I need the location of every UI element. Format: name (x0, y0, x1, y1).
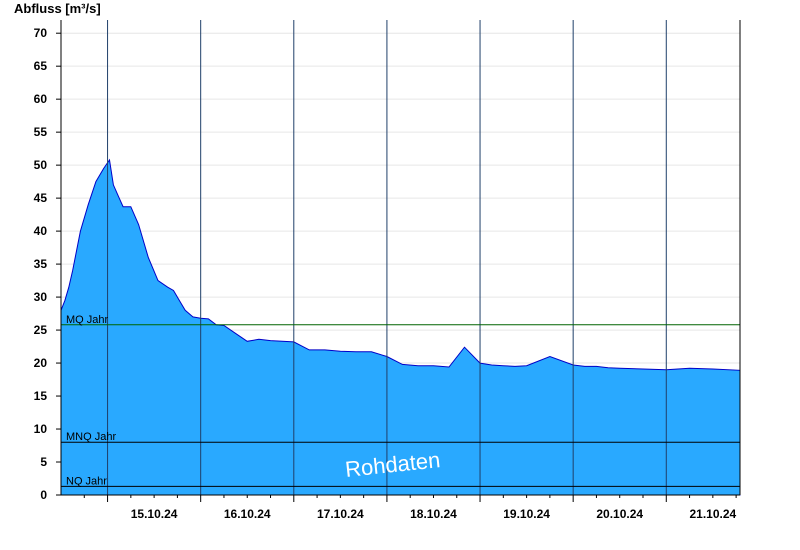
y-axis-label: Abfluss [m³/s] (14, 1, 101, 16)
y-tick-label: 25 (34, 323, 48, 337)
y-tick-label: 35 (34, 257, 48, 271)
y-tick-label: 45 (34, 191, 48, 205)
x-tick-label: 16.10.24 (224, 507, 271, 521)
y-tick-label: 10 (34, 422, 48, 436)
y-tick-label: 0 (40, 488, 47, 502)
reference-line-label: MQ Jahr (66, 314, 109, 326)
y-tick-label: 30 (34, 290, 48, 304)
y-tick-label: 60 (34, 92, 48, 106)
reference-lines: MQ Jahr MNQ Jahr NQ Jahr (61, 314, 740, 487)
x-tick-label: 20.10.24 (596, 507, 643, 521)
x-tick-label: 15.10.24 (131, 507, 178, 521)
x-ticks: 15.10.24 16.10.24 17.10.24 18.10.24 19.10.24… (83, 495, 737, 521)
y-tick-label: 65 (34, 59, 48, 73)
x-tick-label: 18.10.24 (410, 507, 457, 521)
y-tick-label: 55 (34, 125, 48, 139)
y-tick-label: 50 (34, 158, 48, 172)
y-ticks: 0 5 10 15 20 25 30 35 40 45 50 55 60 65 70 (34, 26, 61, 502)
x-tick-label: 21.10.24 (689, 507, 736, 521)
x-tick-label: 17.10.24 (317, 507, 364, 521)
x-tick-label: 19.10.24 (503, 507, 550, 521)
reference-line-label: NQ Jahr (66, 475, 107, 487)
reference-line-label: MNQ Jahr (66, 431, 116, 443)
discharge-area (60, 158, 741, 496)
y-tick-label: 15 (34, 389, 48, 403)
y-tick-label: 40 (34, 224, 48, 238)
y-tick-label: 5 (40, 455, 47, 469)
day-divider-lines (107, 20, 667, 495)
y-tick-label: 70 (34, 26, 48, 40)
y-tick-label: 20 (34, 356, 48, 370)
